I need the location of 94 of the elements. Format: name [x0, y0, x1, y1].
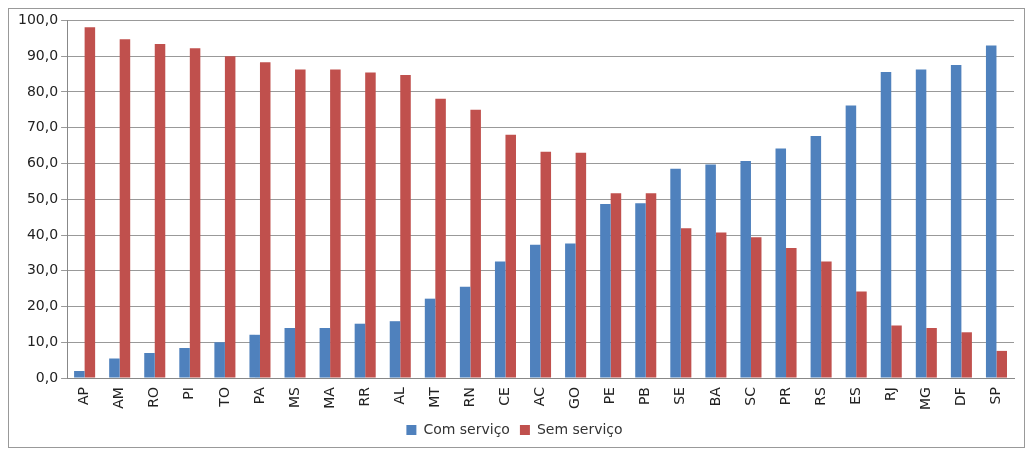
bar [540, 151, 552, 378]
bar [891, 325, 902, 378]
x-tick-label: PE [601, 387, 618, 405]
x-tick-label: MG [916, 387, 933, 411]
bar [459, 286, 471, 378]
bar [424, 298, 436, 378]
bar [750, 237, 762, 378]
bar [610, 193, 622, 378]
x-tick-label: RN [461, 387, 478, 408]
bar [365, 72, 376, 378]
bar [670, 168, 681, 378]
y-tick-label: 40,0 [26, 225, 59, 242]
bar [845, 105, 857, 378]
bar [645, 193, 657, 378]
x-tick-label: RO [145, 387, 162, 408]
bar [144, 353, 155, 378]
bar [354, 323, 366, 378]
y-tick-label: 70,0 [26, 118, 59, 135]
bar [996, 350, 1007, 378]
x-tick-label: DF [952, 387, 969, 406]
y-tick-label: 20,0 [26, 297, 59, 314]
bar [259, 62, 271, 378]
bar [856, 291, 867, 378]
bar [715, 232, 727, 378]
bar [821, 261, 832, 378]
bar [494, 261, 506, 378]
bar [189, 48, 201, 378]
y-tick-label: 100,0 [17, 11, 59, 28]
bar [915, 69, 927, 378]
legend-label: Com serviço [423, 420, 510, 437]
bar [435, 98, 446, 378]
x-tick-label: AP [75, 387, 92, 406]
y-tick-label: 10,0 [26, 332, 59, 349]
x-tick-label: RJ [881, 387, 898, 401]
bar [635, 203, 646, 378]
bar [880, 71, 892, 378]
bar [705, 164, 716, 378]
x-tick-label: PR [776, 386, 793, 406]
bar [214, 342, 225, 378]
bar [786, 247, 797, 378]
bar [179, 348, 190, 378]
x-tick-label: SP [987, 387, 1004, 405]
x-tick-label: TO [215, 387, 232, 408]
bar [74, 370, 85, 378]
bar [249, 334, 260, 378]
y-tick-label: 0,0 [35, 368, 59, 385]
bar [961, 332, 972, 378]
bar [84, 27, 96, 378]
x-tick-label: MT [425, 386, 442, 408]
bar [575, 152, 587, 378]
bar [985, 45, 997, 378]
bar [119, 39, 131, 378]
bar [295, 69, 306, 378]
x-tick-label: BA [706, 386, 723, 407]
bar [284, 328, 296, 378]
bar [319, 328, 331, 378]
y-tick-label: 30,0 [26, 261, 59, 278]
y-tick-label: 50,0 [26, 189, 59, 206]
bar [565, 243, 576, 378]
x-tick-label: PA [250, 386, 267, 405]
x-tick-label: GO [566, 387, 583, 409]
x-tick-label: RS [811, 386, 828, 406]
bar [389, 321, 401, 378]
bar [740, 160, 751, 378]
y-tick-label: 90,0 [26, 46, 59, 63]
x-tick-label: AM [110, 387, 127, 409]
x-tick-label: PB [636, 387, 653, 406]
y-tick-label: 80,0 [26, 82, 59, 99]
bar [109, 358, 120, 378]
bar [950, 65, 962, 378]
x-tick-label: SE [671, 387, 688, 405]
y-tick-label: 60,0 [26, 154, 59, 171]
bar [530, 244, 541, 378]
x-tick-label: CE [496, 387, 513, 406]
x-tick-label: ES [846, 386, 863, 405]
x-tick-label: AL [390, 386, 407, 405]
bar [600, 203, 611, 378]
bar [680, 228, 692, 378]
x-tick-label: RR [355, 386, 372, 407]
x-tick-label: MA [320, 386, 337, 409]
x-tick-label: MS [285, 386, 302, 409]
bar [330, 69, 341, 378]
bar [154, 44, 166, 378]
bar [505, 134, 516, 378]
x-tick-label: SC [741, 386, 758, 406]
bar [224, 56, 236, 378]
x-tick-label: AC [531, 386, 548, 407]
legend-label: Sem serviço [536, 420, 623, 437]
bar [810, 135, 822, 378]
bar [926, 328, 937, 378]
bar [775, 148, 787, 378]
bar [400, 75, 411, 378]
x-tick-label: PI [180, 387, 197, 400]
bar [470, 109, 481, 378]
